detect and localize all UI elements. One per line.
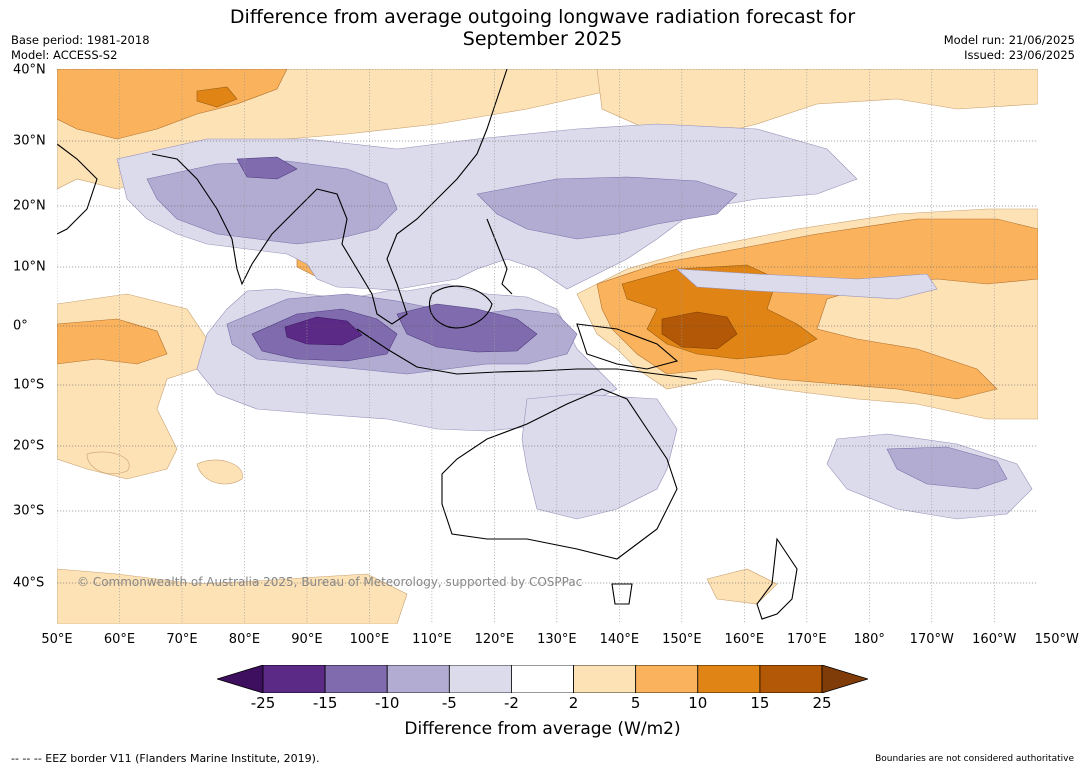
coastline-arabia [57,143,98,235]
coastline-se-asia [316,69,508,325]
colorbar-tick-label: 5 [630,694,641,712]
anomaly-region [57,69,288,140]
latitude-label: 10°N [13,259,46,275]
coastline-tasmania [611,583,633,605]
longitude-label: 160°W [972,632,1017,647]
colorbar-tick-label: -25 [250,694,276,712]
colorbar-segment [262,665,326,693]
model-run: Model run: 21/06/2025 [943,33,1075,47]
latitude-label: 30°N [13,133,46,149]
anomaly-region [521,393,678,520]
coastline-new-guinea [576,323,679,370]
longitude-label: 70°E [166,632,198,647]
base-period: Base period: 1981-2018 [11,33,150,47]
longitude-label: 50°E [41,632,73,647]
colorbar-title: Difference from average (W/m2) [404,719,681,739]
colorbar-tick-label: -2 [503,694,519,712]
colorbar-tick-label: -15 [312,694,338,712]
latitude-label: 20°N [13,198,46,214]
colorbar-segment [511,665,574,693]
colorbar-tick-label: 15 [750,694,770,712]
anomaly-region [886,446,1008,490]
coastline-indonesia [356,328,698,380]
longitude-label: 170°W [909,632,954,647]
coastline-new-zealand [756,537,798,620]
anomaly-region [661,311,738,350]
longitude-label: 170°E [787,632,827,647]
copyright-notice: © Commonwealth of Australia 2025, Bureau… [77,575,583,589]
longitude-label: 140°E [599,632,640,647]
colorbar [217,665,868,693]
colorbar-tick-label: -5 [441,694,457,712]
colorbar-tick-label: -10 [374,694,400,712]
coastline-philippines [486,218,513,295]
anomaly-region [57,318,168,365]
map-title-line2: September 2025 [462,28,623,50]
longitude-label: 150°W [1034,632,1079,647]
anomaly-region [476,176,738,240]
latitude-label: 30°S [13,503,45,519]
anomaly-region [596,69,1038,140]
colorbar-segment [697,665,761,693]
issued-date: Issued: 23/06/2025 [964,48,1075,62]
anomaly-region [196,86,238,108]
colorbar-segment [635,665,699,693]
colorbar-max-arrow [821,665,868,693]
coastline-india [151,153,318,286]
model-name: Model: ACCESS-S2 [11,48,118,62]
colorbar-min-arrow [217,665,264,693]
eez-border-note: -- -- -- EEZ border V11 (Flanders Marine… [11,752,320,765]
coastline-borneo [428,285,493,329]
anomaly-region [236,156,298,180]
colorbar-tick-label: 25 [812,694,832,712]
anomaly-region [146,160,398,245]
colorbar-tick-label: 10 [688,694,708,712]
colorbar-tick-label: 2 [568,694,579,712]
anomaly-region [196,459,243,485]
colorbar-segment [324,665,388,693]
longitude-label: 160°E [724,632,765,647]
anomaly-map [57,69,1038,624]
longitude-label: 80°E [228,632,261,647]
boundaries-note: Boundaries are not considered authoritat… [875,754,1074,764]
latitude-label: 0° [13,318,28,334]
colorbar-segment [759,665,823,693]
colorbar-segment [448,665,512,693]
map-title-line1: Difference from average outgoing longwav… [229,6,856,28]
longitude-label: 180° [853,632,885,647]
anomaly-region [284,316,363,346]
anomaly-region [706,568,778,605]
latitude-label: 40°N [13,62,46,78]
longitude-label: 90°E [291,632,323,647]
longitude-label: 150°E [662,632,702,647]
anomaly-region [86,451,130,475]
coastline-australia [441,388,678,560]
longitude-label: 60°E [103,632,136,647]
colorbar-segment [386,665,450,693]
colorbar-segment [573,665,637,693]
longitude-label: 110°E [412,632,452,647]
longitude-label: 100°E [349,632,390,647]
longitude-label: 120°E [474,632,515,647]
latitude-label: 10°S [13,377,45,393]
latitude-label: 40°S [13,575,45,591]
latitude-label: 20°S [13,438,45,454]
longitude-label: 130°E [537,632,577,647]
